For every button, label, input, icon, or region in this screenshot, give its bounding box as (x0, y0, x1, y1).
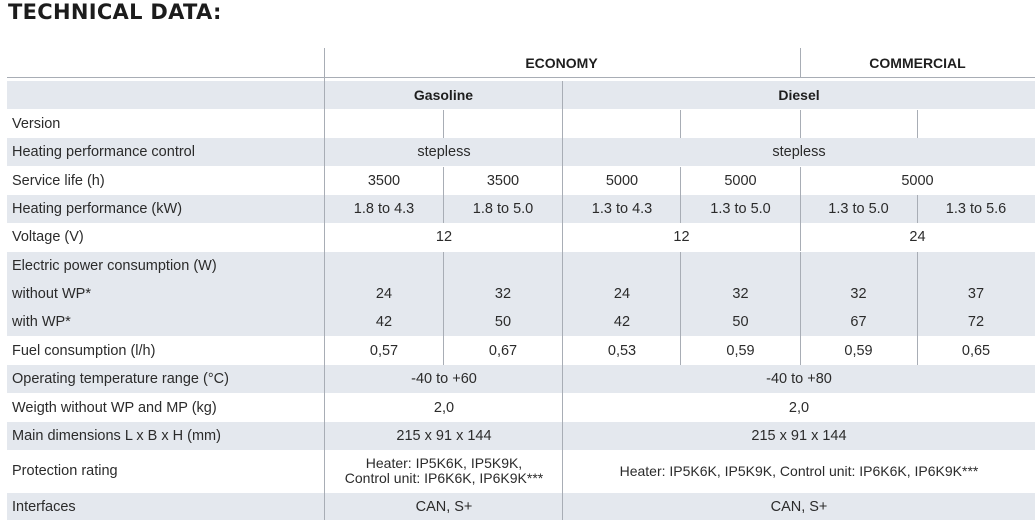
table-row: Protection rating Heater: IP5K6K, IP5K9K… (7, 451, 1035, 491)
row-label: Version (12, 116, 61, 132)
value-cell: 3500 (367, 173, 401, 189)
table-row: Main dimensions L x B x H (mm) 215 x 91 … (7, 422, 1035, 450)
column-divider (324, 48, 325, 520)
diesel-header: Diesel (778, 87, 820, 103)
value-cell: 0,65 (961, 343, 991, 359)
row-label: Fuel consumption (l/h) (12, 343, 156, 359)
value-cell: 50 (494, 314, 512, 330)
gasoline-cell: 215 x 91 x 144 (396, 428, 492, 444)
table-row: Heating performance (kW) 1.8 to 4.3 1.8 … (7, 195, 1035, 223)
table-row: Version (7, 110, 1035, 138)
table-row: Heating performance control stepless ste… (7, 138, 1035, 166)
value-cell: 24 (909, 229, 926, 245)
row-label: Voltage (V) (12, 229, 84, 245)
row-label: Heating performance control (12, 144, 195, 160)
table-row: Operating temperature range (°C) -40 to … (7, 365, 1035, 393)
value-cell: 0,59 (726, 343, 755, 359)
value-cell: 0,53 (607, 343, 637, 359)
protection-line-1: Heater: IP5K6K, IP5K9K, (365, 455, 523, 471)
value-cell: 37 (967, 286, 985, 302)
gasoline-cell: -40 to +60 (411, 371, 477, 387)
economy-header: ECONOMY (525, 54, 598, 71)
protection-line-2: Control unit: IP6K6K, IP6K9K*** (344, 470, 544, 486)
group-header-row: ECONOMY COMMERCIAL (7, 48, 1035, 77)
value-cell: 1.8 to 5.0 (472, 201, 534, 217)
gasoline-header: Gasoline (413, 87, 474, 103)
gasoline-cell: 2,0 (433, 400, 455, 416)
table-row: Interfaces CAN, S+ CAN, S+ (7, 493, 1035, 520)
diesel-cell: stepless (772, 144, 826, 160)
value-cell: 72 (967, 314, 985, 330)
value-cell: 24 (375, 286, 393, 302)
value-cell: 5000 (605, 173, 639, 189)
value-cell: 12 (435, 229, 453, 245)
value-cell: 12 (673, 229, 690, 245)
gasoline-cell: stepless (417, 144, 471, 160)
page-title: TECHNICAL DATA: (8, 0, 222, 24)
row-label: Electric power consumption (W) (12, 258, 217, 274)
value-cell: 1.3 to 5.0 (828, 201, 889, 217)
value-cell: 1.8 to 4.3 (353, 201, 415, 217)
diesel-cell: 2,0 (788, 400, 810, 416)
table-row: Fuel consumption (l/h) 0,57 0,67 0,53 0,… (7, 337, 1035, 365)
value-cell: 5000 (724, 173, 757, 189)
value-cell: 24 (613, 286, 631, 302)
value-cell: 3500 (486, 173, 520, 189)
row-label: Heating performance (kW) (12, 201, 183, 217)
table-row: Weigth without WP and MP (kg) 2,0 2,0 (7, 394, 1035, 422)
value-cell: 1.3 to 5.6 (945, 201, 1007, 217)
value-cell: 0,57 (369, 343, 399, 359)
gasoline-cell: Heater: IP5K6K, IP5K9K, Control unit: IP… (325, 451, 563, 491)
value-cell: 42 (613, 314, 631, 330)
value-cell: 5000 (901, 173, 934, 189)
value-cell: 1.3 to 4.3 (591, 201, 653, 217)
table-row: Service life (h) 3500 3500 5000 5000 500… (7, 167, 1035, 195)
row-label: Operating temperature range (°C) (12, 371, 229, 387)
table-row: Voltage (V) 12 12 24 (7, 223, 1035, 251)
value-cell: 0,67 (488, 343, 518, 359)
row-label: Weigth without WP and MP (kg) (12, 400, 217, 416)
value-cell: 32 (494, 286, 512, 302)
column-divider (562, 81, 563, 520)
diesel-cell: 215 x 91 x 144 (751, 428, 847, 444)
row-label: Interfaces (12, 498, 76, 515)
column-divider (800, 48, 801, 77)
row-label: Protection rating (12, 463, 118, 479)
gasoline-cell: CAN, S+ (415, 498, 473, 515)
row-label: with WP* (12, 314, 71, 330)
row-label: Main dimensions L x B x H (mm) (12, 428, 221, 444)
commercial-header: COMMERCIAL (869, 54, 966, 71)
diesel-cell: CAN, S+ (770, 498, 828, 515)
value-cell: 32 (732, 286, 749, 302)
diesel-cell: -40 to +80 (766, 371, 832, 387)
value-cell: 42 (375, 314, 393, 330)
value-cell: 67 (850, 314, 867, 330)
value-cell: 50 (732, 314, 749, 330)
diesel-cell: Heater: IP5K6K, IP5K9K, Control unit: IP… (619, 463, 979, 479)
value-cell: 1.3 to 5.0 (710, 201, 771, 217)
value-cell: 32 (850, 286, 867, 302)
row-label: Service life (h) (12, 173, 105, 189)
value-cell: 0,59 (844, 343, 873, 359)
row-label: without WP* (12, 286, 91, 302)
electric-power-block: Electric power consumption (W) without W… (7, 252, 1035, 336)
fuel-header-row: Gasoline Diesel (7, 81, 1035, 109)
